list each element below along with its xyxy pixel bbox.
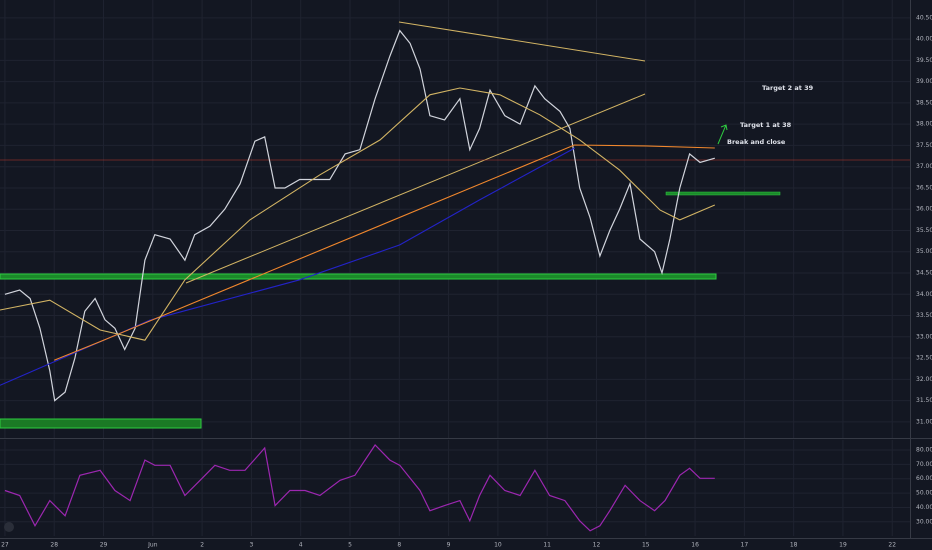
series-line xyxy=(0,87,716,341)
y-tick-label: 37.00 xyxy=(916,163,932,170)
y-tick-label: 70.00 xyxy=(916,461,932,468)
x-tick-label: 28 xyxy=(50,542,58,549)
x-tick-label: 18 xyxy=(790,542,798,549)
series-line xyxy=(4,29,715,402)
x-tick-label: 3 xyxy=(249,542,253,549)
y-tick-label: 33.50 xyxy=(916,312,932,319)
series-line xyxy=(4,444,715,532)
series-line xyxy=(53,144,715,361)
y-tick-label: 38.00 xyxy=(916,121,932,128)
y-tick-label: 35.50 xyxy=(916,227,932,234)
y-tick-label: 37.50 xyxy=(916,142,932,149)
y-tick-label: 36.00 xyxy=(916,206,932,213)
y-tick-label: 40.00 xyxy=(916,36,932,43)
support-zone xyxy=(665,191,781,196)
x-tick-label: 4 xyxy=(299,542,303,549)
y-tick-label: 80.00 xyxy=(916,447,932,454)
y-tick-label: 34.50 xyxy=(916,270,932,277)
y-tick-label: 32.50 xyxy=(916,355,932,362)
support-zone xyxy=(0,273,717,280)
x-tick-label: 8 xyxy=(397,542,401,549)
x-tick-label: Jun xyxy=(147,542,158,549)
y-tick-label: 39.00 xyxy=(916,78,932,85)
annotation: Break and close xyxy=(727,138,786,146)
x-tick-label: 9 xyxy=(447,542,451,549)
support-zone xyxy=(0,418,202,429)
x-tick-label: 5 xyxy=(348,542,352,549)
x-tick-label: 17 xyxy=(741,542,749,549)
y-tick-label: 39.50 xyxy=(916,57,932,64)
y-tick-label: 30.00 xyxy=(916,518,932,525)
y-tick-label: 38.50 xyxy=(916,99,932,106)
arrow xyxy=(717,124,728,145)
x-tick-label: 2 xyxy=(200,542,204,549)
y-tick-label: 35.00 xyxy=(916,248,932,255)
grid-layer xyxy=(0,0,910,536)
y-tick-label: 33.00 xyxy=(916,333,932,340)
annotation: Target 1 at 38 xyxy=(740,121,792,129)
trendline xyxy=(185,93,646,284)
y-tick-label: 32.00 xyxy=(916,376,932,383)
x-tick-label: 10 xyxy=(494,542,502,549)
y-tick-label: 60.00 xyxy=(916,475,932,482)
x-tick-label: 29 xyxy=(100,542,108,549)
y-tick-label: 31.50 xyxy=(916,397,932,404)
y-tick-label: 36.50 xyxy=(916,184,932,191)
y-tick-label: 34.00 xyxy=(916,291,932,298)
logo xyxy=(4,522,14,532)
x-tick-label: 22 xyxy=(888,542,896,549)
x-tick-label: 19 xyxy=(839,542,847,549)
annotation: Target 2 at 39 xyxy=(762,84,814,92)
x-tick-label: 11 xyxy=(543,542,551,549)
x-tick-label: 16 xyxy=(691,542,699,549)
x-tick-label: 15 xyxy=(642,542,650,549)
y-tick-label: 40.50 xyxy=(916,14,932,21)
y-tick-label: 40.00 xyxy=(916,504,932,511)
y-tick-label: 50.00 xyxy=(916,490,932,497)
series-line xyxy=(0,147,576,386)
trendline xyxy=(398,21,646,62)
x-tick-label: 12 xyxy=(593,542,601,549)
y-tick-label: 31.00 xyxy=(916,418,932,425)
x-tick-label: 27 xyxy=(1,542,9,549)
